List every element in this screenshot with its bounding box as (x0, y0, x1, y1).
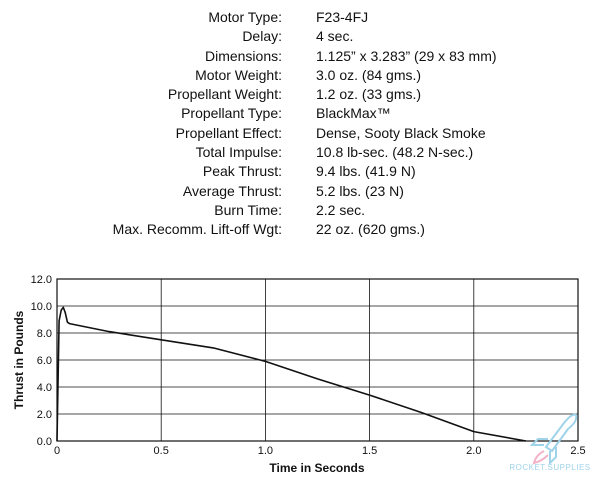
plot-frame (56, 278, 579, 442)
spec-label: Average Thrust: (182, 182, 282, 199)
y-tick-label: 10.0 (31, 301, 52, 313)
spec-value: 4 sec. (316, 28, 354, 45)
x-tick-label: 1.5 (362, 445, 377, 457)
spec-row: Max. Recomm. Lift-off Wgt: 22 oz. (620 gm… (0, 220, 600, 239)
x-tick-label: 0.5 (154, 445, 169, 457)
spec-row: Delay: 4 sec. (0, 27, 600, 46)
spec-label: Peak Thrust: (202, 163, 282, 180)
spec-label: Max. Recomm. Lift-off Wgt: (112, 221, 282, 238)
spec-value: Dense, Sooty Black Smoke (316, 124, 486, 141)
spec-label: Propellant Effect: (175, 124, 282, 141)
spec-value: F23-4FJ (316, 9, 369, 25)
spec-row: Propellant Type: BlackMax™ (0, 104, 600, 123)
spec-label: Propellant Type: (181, 105, 282, 122)
y-tick-label: 0.0 (37, 436, 52, 448)
spec-label: Dimensions: (204, 47, 282, 64)
rocket-supplies-watermark: ROCKET.SUPPLIES (509, 413, 590, 472)
spec-value: 9.4 lbs. (41.9 N) (316, 163, 416, 180)
spec-row: Propellant Weight: 1.2 oz. (33 gms.) (0, 85, 600, 104)
spec-value: BlackMax™ (316, 105, 391, 122)
y-tick-label: 4.0 (37, 382, 52, 394)
spec-row: Burn Time: 2.2 sec. (0, 201, 600, 220)
spec-label: Motor Weight: (195, 66, 282, 83)
spec-label: Burn Time: (214, 201, 282, 218)
y-axis-title: Thrust in Pounds (12, 310, 26, 409)
spec-value: 5.2 lbs. (23 N) (316, 182, 404, 199)
x-tick-label: 2.5 (570, 445, 585, 457)
y-tick-label: 12.0 (31, 274, 52, 286)
spec-row: Propellant Effect: Dense, Sooty Black Smo… (0, 124, 600, 143)
spec-value: 3.0 oz. (84 gms.) (316, 66, 422, 83)
motor-specs-table: Motor Type: F23-4FJ Delay: 4 sec. Dimensions… (0, 8, 600, 240)
spec-label: Delay: (242, 28, 282, 45)
x-tick-label: 0 (54, 445, 60, 457)
y-tick-label: 6.0 (37, 355, 52, 367)
x-tick-label: 2.0 (466, 445, 481, 457)
spec-row: Motor Type: F23-4FJ (0, 8, 600, 27)
spec-label: Total Impulse: (195, 144, 282, 161)
spec-value: 2.2 sec. (316, 201, 366, 218)
spec-value: 1.2 oz. (33 gms.) (316, 86, 422, 103)
rocket-logo-icon (529, 413, 578, 466)
watermark-text: ROCKET.SUPPLIES (509, 463, 590, 472)
chart-grid (57, 279, 578, 441)
spec-value: 1.125” x 3.283” (29 x 83 mm) (316, 47, 497, 64)
spec-row: Dimensions: 1.125” x 3.283” (29 x 83 mm) (0, 47, 600, 66)
y-tick-label: 8.0 (37, 328, 52, 340)
spec-row: Motor Weight: 3.0 oz. (84 gms.) (0, 66, 600, 85)
chart-ticks: 0 0.5 1.0 1.5 2.0 2.5 0.0 2.0 4.0 6.0 8.0 10.0 12.0 (31, 274, 586, 457)
spec-row: Total Impulse: 10.8 lb-sec. (48.2 N-sec.) (0, 143, 600, 162)
x-axis-title: Time in Seconds (269, 461, 364, 475)
spec-row: Peak Thrust: 9.4 lbs. (41.9 N) (0, 162, 600, 181)
spec-value: 10.8 lb-sec. (48.2 N-sec.) (316, 144, 474, 161)
x-tick-label: 1.0 (258, 445, 273, 457)
spec-label: Propellant Weight: (167, 86, 282, 103)
spec-value: 22 oz. (620 gms.) (316, 221, 425, 238)
spec-label: Motor Type: (208, 9, 282, 25)
y-tick-label: 2.0 (37, 409, 52, 421)
thrust-curve-line (56, 306, 527, 442)
spec-row: Average Thrust: 5.2 lbs. (23 N) (0, 182, 600, 201)
